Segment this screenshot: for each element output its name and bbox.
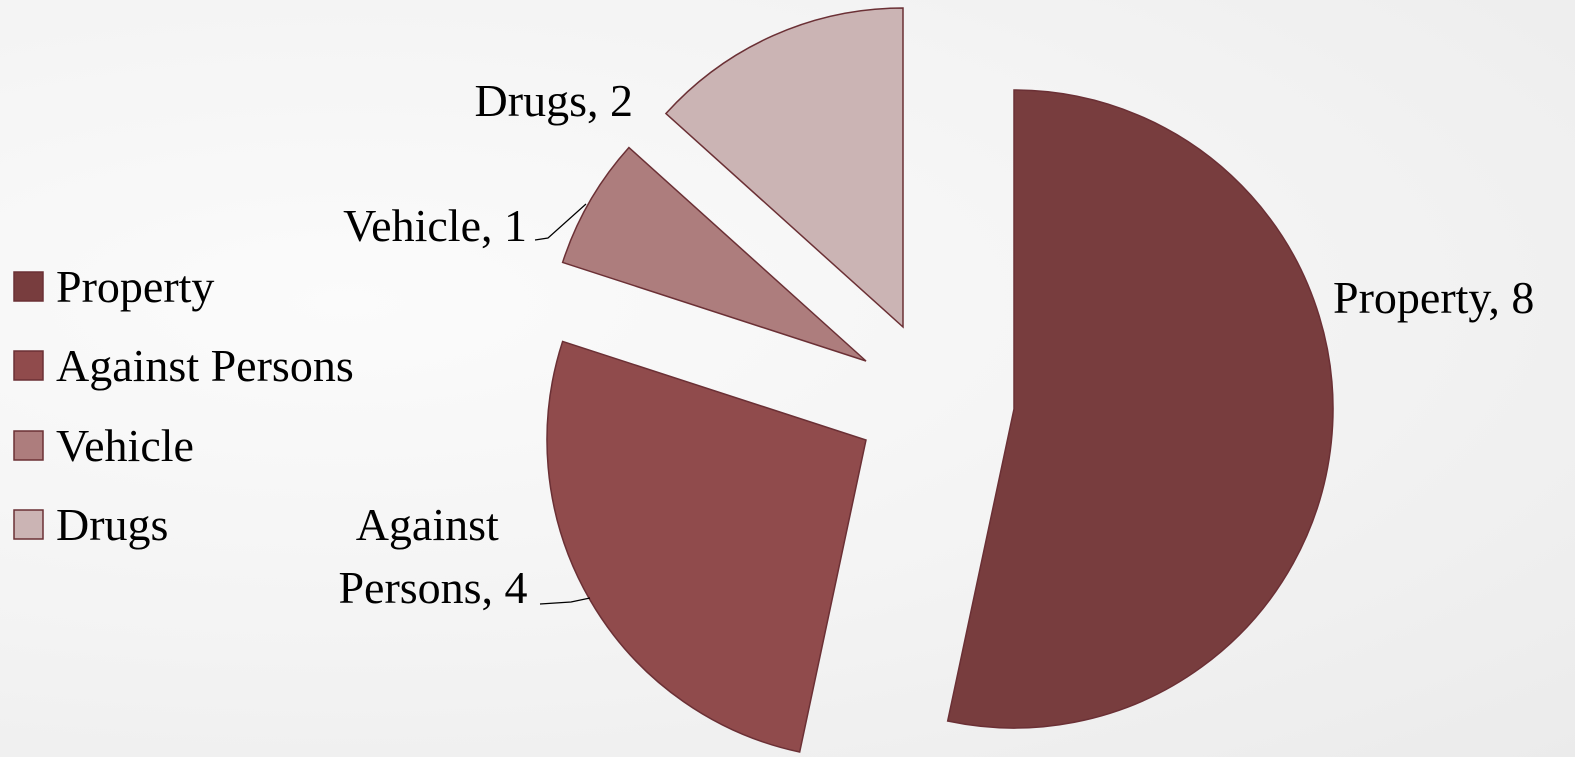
leader-line-vehicle (534, 203, 587, 241)
leader-line-against-persons (539, 597, 591, 605)
data-label-drugs: Drugs, 2 (475, 75, 633, 126)
legend-item-property: Property (13, 261, 214, 312)
legend-swatch-drugs (13, 509, 44, 540)
legend: Property Against Persons Vehicle Drugs (13, 261, 354, 550)
legend-item-drugs: Drugs (13, 499, 168, 550)
pie-slice-property (946, 89, 1334, 729)
legend-item-vehicle: Vehicle (13, 420, 194, 471)
legend-swatch-against-persons (13, 350, 44, 381)
legend-swatch-property (13, 271, 44, 302)
legend-swatch-vehicle (13, 430, 44, 461)
data-label-against-persons-line1: Against (356, 499, 499, 550)
pie-slice-against-persons (546, 340, 867, 753)
data-label-against-persons: Against Persons, 4 (338, 499, 527, 613)
pie-slice-vehicle (561, 146, 867, 362)
legend-label-against-persons: Against Persons (56, 340, 354, 391)
legend-label-property: Property (56, 261, 214, 312)
data-label-property: Property, 8 (1333, 272, 1534, 323)
pie-slices (546, 7, 1334, 753)
data-label-against-persons-line2: Persons, 4 (338, 562, 527, 613)
legend-item-against-persons: Against Persons (13, 340, 354, 391)
label-leader-lines (534, 203, 591, 605)
pie-slice-drugs (664, 7, 904, 329)
legend-label-vehicle: Vehicle (56, 420, 194, 471)
legend-label-drugs: Drugs (56, 499, 168, 550)
data-label-vehicle: Vehicle, 1 (343, 200, 527, 251)
data-labels: Property, 8 Against Persons, 4 Vehicle, … (338, 75, 1534, 613)
